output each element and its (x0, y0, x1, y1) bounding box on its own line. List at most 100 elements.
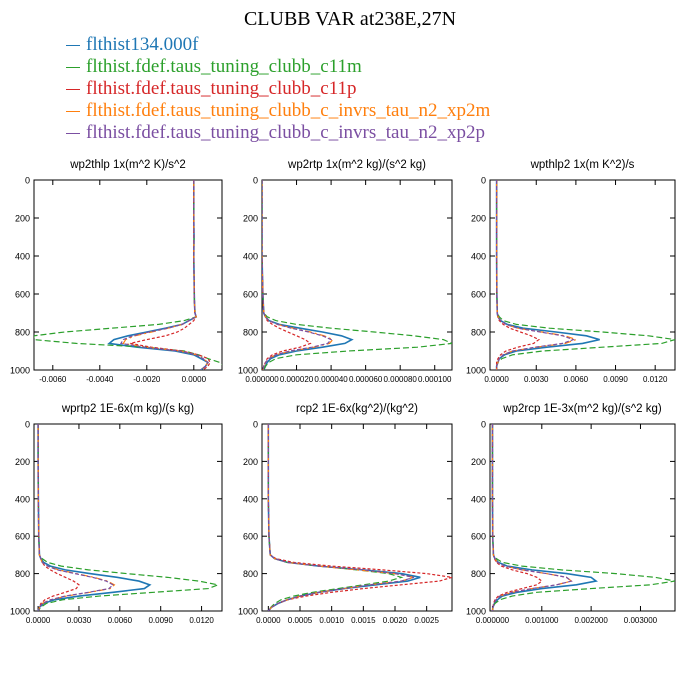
y-tick-label: 1000 (10, 607, 30, 617)
legend-entry: flthist134.000f (66, 34, 490, 56)
x-tick-label: 0.000080 (383, 375, 417, 384)
legend-label: flthist.fdef.taus_tuning_clubb_c_invrs_t… (86, 100, 491, 121)
y-tick-label: 1000 (466, 607, 486, 617)
x-tick-label: 0.0000 (256, 616, 281, 625)
panel-title: wprtp2 1E-6x(m kg)/(s kg) (61, 403, 194, 415)
panel-frame (261, 423, 453, 612)
y-tick-label: 800 (15, 569, 30, 579)
x-tick-label: 0.000020 (280, 375, 314, 384)
series-line (37, 424, 221, 611)
series-line (37, 424, 80, 611)
panel-frame (33, 423, 223, 612)
legend-entry: flthist.fdef.taus_tuning_clubb_c11m (66, 56, 490, 78)
x-tick-label: 0.0030 (67, 616, 92, 625)
y-tick-label: 600 (15, 532, 30, 542)
series-line (495, 180, 600, 370)
series-line (267, 424, 452, 611)
series-line (262, 180, 334, 370)
y-tick-label: 400 (471, 494, 486, 504)
x-tick-label: 0.0090 (148, 616, 173, 625)
legend-swatch (66, 132, 80, 134)
y-tick-label: 600 (243, 532, 258, 542)
series-line (491, 424, 543, 611)
legend-label: flthist134.000f (86, 34, 199, 55)
legend-swatch (66, 66, 80, 68)
series-line (491, 424, 598, 611)
chart-panel: wp2rcp 1E-3x(m^2 kg)/(s^2 kg) 0 200 400 600 8… (466, 403, 676, 625)
x-tick-label: 0.000060 (349, 375, 383, 384)
series-line (496, 180, 541, 370)
series-line (122, 180, 209, 370)
y-tick-label: 0 (25, 420, 30, 430)
panel-frame (33, 179, 223, 371)
x-tick-label: 0.0000 (484, 375, 509, 384)
x-tick-label: 0.0000 (26, 616, 51, 625)
y-tick-label: 1000 (10, 366, 30, 376)
series-line (37, 424, 115, 611)
y-tick-label: 800 (243, 569, 258, 579)
panel-frame (261, 179, 453, 371)
y-tick-label: 200 (243, 457, 258, 467)
chart-panel: rcp2 1E-6x(kg^2)/(kg^2) 0 200 400 600 800 1000… (238, 403, 453, 625)
x-tick-label: 0.0120 (189, 616, 214, 625)
panel-frame (489, 179, 676, 371)
x-tick-label: 0.0060 (108, 616, 133, 625)
y-tick-label: 400 (243, 252, 258, 262)
series-line (491, 424, 675, 611)
panel-title: wpthlp2 1x(m K^2)/s (530, 159, 635, 171)
chart-panel: wpthlp2 1x(m K^2)/s020040060080010000.00… (466, 159, 676, 384)
x-tick-label: 0.0060 (564, 375, 589, 384)
x-tick-label: -0.0040 (86, 375, 114, 384)
y-tick-label: 400 (471, 252, 486, 262)
y-tick-label: 0 (481, 176, 486, 186)
series-line (119, 180, 209, 370)
series-line (267, 424, 421, 611)
series-line (496, 180, 578, 370)
series-line (491, 424, 573, 611)
legend-label: flthist.fdef.taus_tuning_clubb_c11p (86, 78, 357, 99)
legend-entry: flthist.fdef.taus_tuning_clubb_c11p (66, 78, 490, 100)
chart-panel: wp2thlp 1x(m^2 K)/s^2 0 200 400 600 800 1000 -0… (10, 159, 223, 384)
series-line (496, 180, 675, 370)
x-tick-label: 0.0010 (319, 616, 344, 625)
y-tick-label: 0 (253, 176, 258, 186)
x-tick-label: 0.000100 (418, 375, 452, 384)
x-tick-label: 0.000000 (245, 375, 279, 384)
chart-panel: wprtp2 1E-6x(m kg)/(s kg) 0 200 400 600 800 10… (10, 403, 223, 625)
y-tick-label: 1000 (238, 366, 258, 376)
y-tick-label: 800 (471, 328, 486, 338)
panel-title: rcp2 1E-6x(kg^2)/(kg^2) (296, 403, 418, 415)
y-tick-label: 800 (243, 328, 258, 338)
legend-entry: flthist.fdef.taus_tuning_clubb_c_invrs_t… (66, 100, 490, 122)
legend-entry: flthist.fdef.taus_tuning_clubb_c_invrs_t… (66, 122, 490, 144)
series-line (267, 424, 415, 611)
series-line (491, 424, 573, 611)
legend-label: flthist.fdef.taus_tuning_clubb_c_invrs_t… (86, 122, 485, 143)
y-tick-label: 1000 (238, 607, 258, 617)
series-line (37, 424, 116, 611)
y-tick-label: 600 (471, 532, 486, 542)
x-tick-label: 0.000040 (314, 375, 348, 384)
y-tick-label: 800 (471, 569, 486, 579)
series-line (37, 424, 152, 611)
y-tick-label: 200 (471, 214, 486, 224)
x-tick-label: 0.001000 (525, 616, 559, 625)
x-tick-label: 0.003000 (624, 616, 658, 625)
y-tick-label: 0 (481, 420, 486, 430)
y-tick-label: 200 (15, 457, 30, 467)
y-tick-label: 600 (243, 290, 258, 300)
y-tick-label: 800 (15, 328, 30, 338)
y-tick-label: 200 (471, 457, 486, 467)
x-tick-label: 0.0090 (603, 375, 628, 384)
x-tick-label: 0.0000 (182, 375, 207, 384)
series-line (262, 180, 452, 370)
legend: flthist134.000f flthist.fdef.taus_tuning_… (66, 34, 490, 144)
y-tick-label: 200 (15, 214, 30, 224)
x-tick-label: 0.0015 (351, 616, 376, 625)
x-tick-label: 0.0025 (414, 616, 439, 625)
y-tick-label: 400 (15, 494, 30, 504)
y-tick-label: 400 (15, 252, 30, 262)
y-tick-label: 600 (15, 290, 30, 300)
y-tick-label: 0 (253, 420, 258, 430)
